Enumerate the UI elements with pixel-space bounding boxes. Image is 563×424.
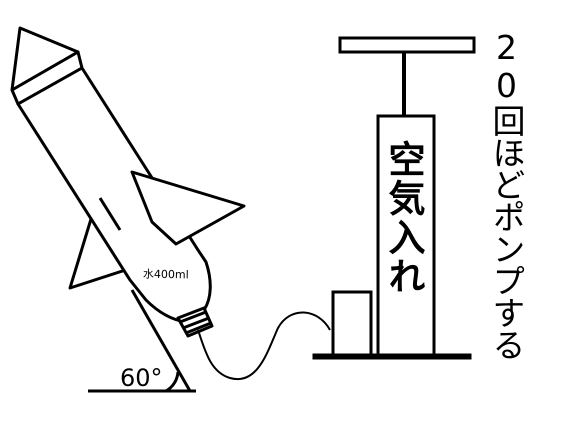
launch-angle-triangle [88, 289, 196, 393]
angle-arc-icon [165, 371, 180, 393]
pump-base [312, 353, 472, 360]
launch-angle-label: 60° [120, 364, 163, 392]
launch-incline-line [130, 289, 192, 392]
pump-instruction-text: 20回ほどポンプする [487, 28, 526, 360]
pump-hose [197, 311, 331, 381]
rocket-neck-ring-1 [179, 310, 207, 324]
pump-cylinder [376, 114, 436, 358]
rocket-fin-overlap-line [98, 197, 122, 231]
pump-gauge-box [331, 290, 373, 358]
water-amount-label: 水400ml [142, 267, 189, 282]
air-pump [312, 36, 476, 360]
rocket-right-fin [130, 170, 246, 246]
pump-label: 空気入れ [382, 140, 425, 296]
rocket-neck-ring-3 [185, 321, 212, 335]
bottle-rocket [10, 26, 246, 338]
pump-handle [338, 36, 476, 54]
rocket-neck-ring-2 [182, 316, 210, 330]
